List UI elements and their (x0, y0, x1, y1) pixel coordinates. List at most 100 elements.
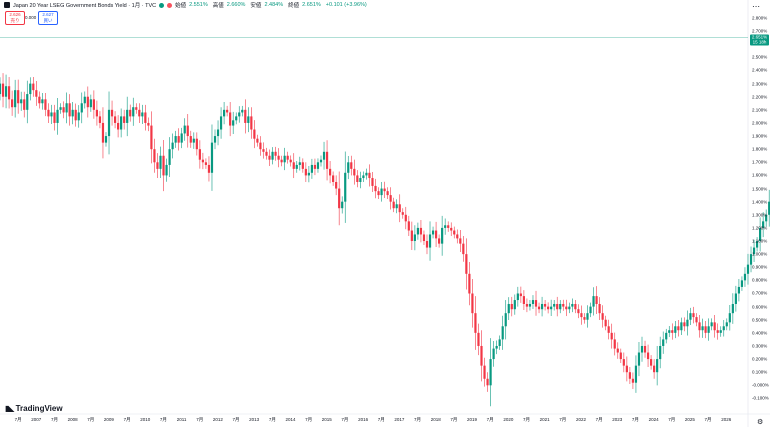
time-axis-tick: 7月 (14, 417, 22, 422)
candle-body (344, 172, 347, 202)
price-axis-tick: 2.400% (752, 67, 768, 73)
price-axis-tick: -0.000% (752, 382, 769, 388)
candle-body (671, 330, 674, 333)
price-axis-tick: 1.100% (752, 238, 768, 244)
candle-body (29, 83, 32, 95)
candle-body (229, 112, 232, 126)
candle-body (295, 164, 298, 169)
candle-body (434, 230, 438, 239)
last-price-value: 2.651% (751, 34, 768, 40)
time-axis-tick: 2025 (684, 417, 695, 422)
buy-button[interactable]: 2.627 買い (38, 11, 58, 25)
candle-body (565, 306, 568, 310)
candle-body (556, 303, 559, 310)
candle-body (728, 313, 731, 323)
candle-body (616, 348, 619, 353)
candle-body (522, 296, 525, 304)
sell-button[interactable]: 2.626 売り (5, 11, 25, 25)
time-axis-tick: 7月 (631, 417, 639, 422)
candle-body (583, 317, 586, 320)
candle-body (577, 309, 580, 314)
low-label: 安値 (250, 3, 262, 9)
time-axis-tick: 7月 (522, 417, 531, 422)
time-axis-tick: 7月 (268, 417, 276, 422)
time-axis-tick: 7月 (232, 417, 240, 422)
candle-body (362, 175, 365, 179)
candle-body (1, 83, 5, 97)
settings-gear-icon[interactable]: ⚙ (757, 419, 764, 426)
candle-body (253, 129, 256, 139)
candle-body (180, 133, 183, 143)
candle-body (634, 365, 638, 383)
candle-body (356, 175, 359, 182)
time-axis-tick: 2016 (358, 417, 369, 422)
candle-body (504, 313, 507, 327)
candle-body (653, 365, 656, 373)
candle-body (219, 116, 223, 130)
candle-body (574, 303, 577, 310)
candle-body (622, 359, 625, 366)
candle-body (477, 332, 480, 346)
candle-body (746, 264, 750, 274)
candle-body (292, 162, 295, 169)
candle-body (316, 162, 320, 169)
candle-body (32, 83, 35, 91)
candle-body (38, 96, 41, 104)
candle-body (416, 227, 420, 235)
candle-body (710, 322, 713, 327)
candle-body (47, 109, 50, 117)
candle-body (168, 149, 171, 165)
candle-body (698, 322, 701, 331)
more-menu-icon[interactable]: ⋯ (752, 2, 760, 11)
price-axis-tick: 0.200% (752, 356, 768, 362)
price-axis-tick: 1.900% (752, 133, 768, 139)
time-axis-tick: 2018 (430, 417, 441, 422)
candle-body (589, 306, 592, 314)
candle-body (392, 201, 395, 209)
candle-body (162, 155, 165, 176)
candle-body (4, 86, 8, 97)
candle-body (695, 317, 698, 323)
candle-body (428, 234, 432, 248)
candle-body (132, 107, 135, 117)
time-axis-tick: 7月 (559, 417, 567, 422)
candle-body (474, 313, 477, 333)
candle-body (534, 300, 538, 307)
candle-body (662, 339, 665, 346)
candle-body (492, 348, 495, 360)
close-label: 終値 (288, 3, 300, 9)
open-value: 2.551% (189, 2, 208, 8)
change-value: +0.101 (+3.96%) (325, 2, 367, 8)
candle-body (189, 136, 192, 143)
last-price-countdown: 15 18h (752, 39, 767, 45)
time-axis-tick: 2009 (103, 417, 114, 422)
candle-body (550, 306, 553, 310)
candle-body (207, 164, 211, 173)
tradingview-logo-icon: ▮◣ (5, 404, 15, 413)
candle-body (513, 300, 516, 310)
candle-body (489, 359, 492, 386)
candle-body (368, 172, 371, 179)
candle-body (126, 109, 129, 123)
candle-body (516, 293, 519, 301)
candle-body (540, 303, 544, 310)
candle-body (89, 99, 92, 108)
candle-body (335, 181, 338, 189)
candle-body (144, 112, 147, 123)
tradingview-logo[interactable]: ▮◣ TradingView (5, 404, 63, 413)
candle-body (631, 378, 635, 383)
time-axis-tick: 7月 (87, 417, 95, 422)
close-value: 2.651% (302, 2, 321, 8)
candle-body (404, 214, 407, 222)
time-axis-tick: 2026 (721, 417, 732, 422)
candle-body (186, 125, 189, 137)
price-axis-tick: 1.800% (752, 146, 768, 152)
time-axis-tick: 2010 (140, 417, 151, 422)
time-axis-tick: 2020 (503, 417, 514, 422)
candle-body (401, 212, 404, 215)
price-axis-tick: 0.900% (752, 264, 768, 270)
symbol-title[interactable]: Japan 20 Year LSEG Government Bonds Yiel… (13, 3, 157, 9)
candle-body (410, 230, 413, 242)
